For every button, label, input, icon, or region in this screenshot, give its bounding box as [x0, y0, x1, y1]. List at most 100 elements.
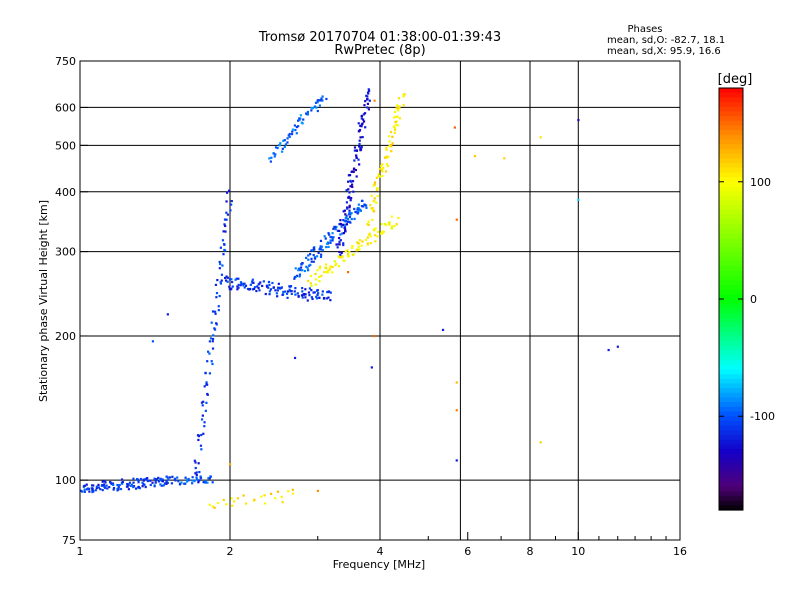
data-point [338, 250, 341, 254]
data-point [326, 269, 330, 272]
colorbar-segment [719, 242, 743, 249]
data-point [298, 273, 302, 276]
data-point [391, 135, 394, 138]
data-point [265, 284, 268, 287]
data-point [316, 269, 319, 272]
data-point [270, 156, 273, 159]
data-point [353, 159, 356, 162]
colorbar-segment [719, 205, 743, 211]
data-point [294, 287, 297, 290]
colorbar-segment [719, 195, 743, 202]
colorbar-segment [719, 369, 743, 375]
data-point [166, 476, 169, 479]
data-point [346, 207, 349, 210]
data-point [351, 185, 354, 189]
data-point [243, 286, 246, 289]
data-point [380, 222, 383, 226]
data-point [210, 321, 213, 324]
data-point [218, 294, 221, 298]
data-point [327, 296, 330, 299]
data-point [319, 99, 322, 102]
data-point [310, 106, 313, 110]
data-point [202, 481, 205, 484]
data-point [129, 484, 132, 487]
data-point [326, 271, 329, 274]
colorbar-segment [719, 350, 743, 356]
data-point [105, 484, 108, 487]
data-point [222, 230, 225, 233]
data-point [339, 239, 342, 242]
colorbar-segment [719, 200, 743, 206]
y-tick-label: 600 [55, 101, 76, 114]
data-point [193, 479, 196, 483]
data-point [83, 484, 87, 487]
colorbar-segment [719, 223, 743, 230]
data-point [353, 207, 356, 211]
data-point [230, 203, 233, 206]
data-point [201, 404, 204, 407]
colorbar-segment [719, 134, 743, 141]
data-point [313, 105, 316, 108]
data-point [92, 490, 95, 493]
y-tick-label: 100 [55, 474, 76, 487]
y-tick-label: 500 [55, 139, 76, 152]
data-point [334, 264, 337, 267]
data-point [86, 487, 90, 490]
data-point [213, 328, 217, 331]
data-point [161, 478, 164, 481]
data-point [205, 401, 208, 404]
data-point [281, 147, 284, 150]
data-point [577, 118, 580, 122]
colorbar-segment [719, 327, 743, 333]
colorbar-segment [719, 444, 743, 450]
data-point [251, 288, 255, 291]
colorbar-segment [719, 420, 743, 427]
data-point [336, 229, 340, 232]
data-point [361, 135, 364, 139]
data-point [242, 284, 245, 287]
data-point [287, 134, 290, 137]
data-point [261, 284, 264, 288]
data-point [306, 266, 309, 270]
data-point [336, 246, 339, 249]
data-point [163, 482, 167, 485]
data-point [227, 189, 231, 192]
data-point [339, 222, 342, 226]
data-point [79, 489, 83, 492]
data-point [233, 500, 236, 503]
data-point [354, 168, 358, 172]
data-point [339, 253, 342, 257]
data-point [283, 145, 286, 148]
data-point [348, 250, 351, 254]
data-point [393, 126, 396, 129]
data-point [577, 198, 580, 201]
data-point [310, 296, 313, 299]
data-point [305, 265, 308, 268]
data-point [402, 93, 405, 96]
data-point [389, 130, 393, 134]
data-point [99, 488, 102, 491]
data-point [397, 216, 400, 220]
data-point [203, 425, 206, 428]
data-point [396, 107, 399, 110]
data-point [151, 340, 155, 343]
data-point [202, 432, 205, 435]
data-point [347, 174, 351, 177]
data-point [187, 479, 190, 482]
data-point [366, 236, 369, 239]
data-point [236, 497, 239, 500]
data-point [209, 337, 213, 340]
data-point [295, 274, 299, 277]
data-point [397, 109, 400, 112]
data-point [453, 126, 456, 129]
x-tick-label: 4 [377, 545, 384, 558]
data-point [301, 296, 304, 299]
data-point [312, 253, 315, 257]
data-point [387, 155, 390, 158]
data-point [297, 119, 300, 122]
data-point [310, 249, 313, 252]
data-point [166, 481, 169, 485]
data-point [353, 217, 356, 221]
data-point [316, 293, 319, 297]
data-point [298, 118, 301, 122]
